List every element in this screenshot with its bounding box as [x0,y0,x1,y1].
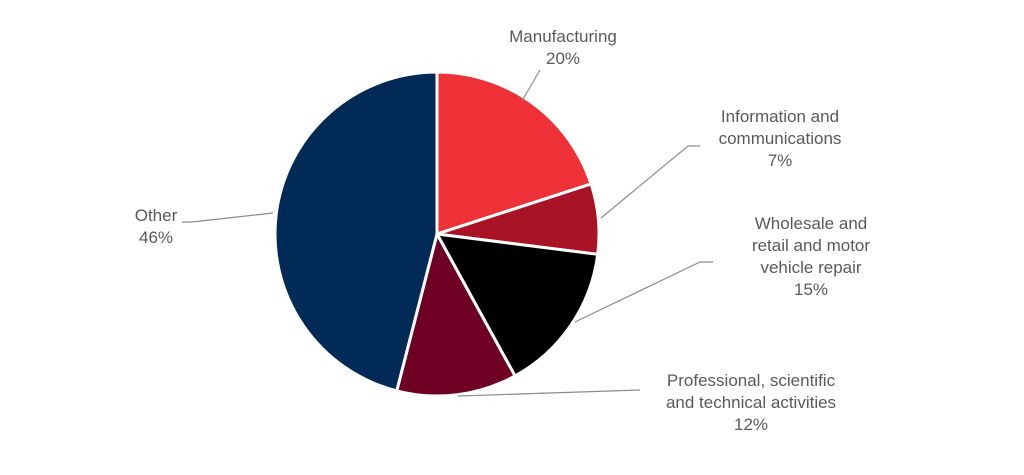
data-label-line: Other [135,206,178,225]
data-label-line: vehicle repair [760,258,861,277]
data-label-line: and technical activities [666,393,836,412]
data-label-line: 20% [546,49,580,68]
data-label-line: communications [719,129,842,148]
pie-slice-professional-scientific-and-technical-activities [395,232,517,398]
data-label-professional-scientific-and-technical-activities: Professional, scientific and technical ac… [666,371,836,434]
data-label-information-and-communications: Information and communications 7% [719,107,842,170]
data-label-line: Professional, scientific [667,371,836,390]
data-label-line: 7% [768,151,793,170]
data-label-line: 46% [139,228,173,247]
leader-line-information-and-communications [600,145,700,219]
pie-slice-wholesale-and-retail-and-motor-vehicle-repair [435,232,600,378]
leader-line-manufacturing [521,69,541,102]
data-label-other: Other 46% [135,206,178,247]
data-label-line: Manufacturing [509,27,617,46]
data-label-line: retail and motor [752,236,870,255]
leader-line-other [182,212,274,223]
data-label-line: 15% [794,280,828,299]
leader-line-professional-scientific-and-technical-activities [457,389,641,397]
data-label-manufacturing: Manufacturing 20% [509,27,617,68]
pie-slice-manufacturing [435,70,593,236]
data-label-wholesale-and-retail-and-motor-vehicle-repair: Wholesale and retail and motor vehicle rep… [752,214,870,299]
data-label-line: Wholesale and [755,214,867,233]
leader-line-wholesale-and-retail-and-motor-vehicle-repair [574,261,713,323]
data-label-line: Information and [721,107,839,126]
pie-slice-other [273,70,439,393]
data-label-line: 12% [734,415,768,434]
